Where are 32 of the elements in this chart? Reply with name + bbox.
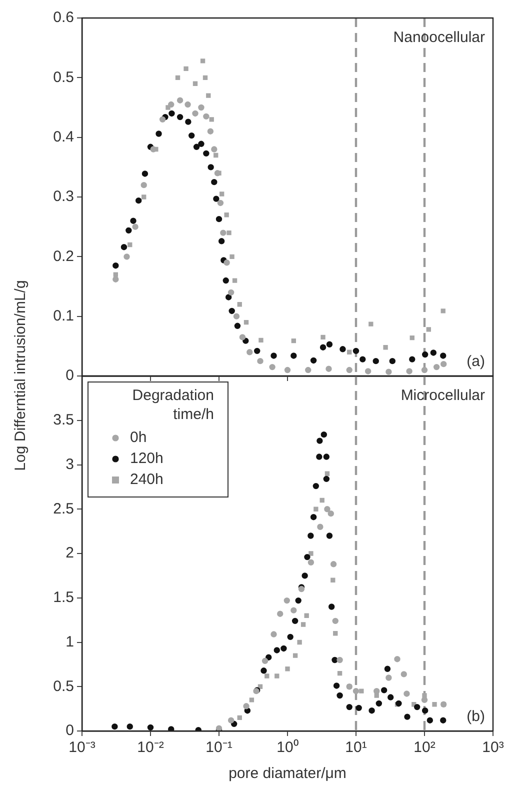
annotation: Nanoocellular [393,29,485,46]
x-tick-label: 10⁻³ [68,739,96,756]
annotation: (a) [466,353,485,370]
y-tick-label: 2 [66,544,74,562]
y-tick-label: 0.3 [53,188,74,206]
annotation: (b) [466,708,485,725]
annotation: Microcellular [400,387,485,404]
y-tick-label: 0.5 [53,68,74,86]
x-tick-label: 10¹ [345,739,367,756]
x-tick-label: 10⁻¹ [206,739,232,756]
y-tick-label: 3 [66,456,74,473]
y-tick-label: 0.4 [53,128,74,146]
y-tick-label: 1.5 [53,589,74,606]
y-tick-label: 0.2 [53,248,74,265]
legend-label: 240h [130,471,164,488]
legend-label: 120h [130,450,164,468]
legend-title: Degradation time/h [132,387,214,424]
y-tick-label: 0.6 [53,9,74,26]
legend-label: 0h [130,429,147,446]
y-axis-title: Log Differntial intrusion/mL/g [11,280,28,470]
x-tick-label: 10⁻² [137,739,164,756]
x-tick-label: 10⁰ [276,739,298,756]
y-tick-label: 0.5 [53,678,74,695]
y-tick-label: 0 [66,367,74,384]
y-tick-label: 2.5 [53,500,74,518]
y-tick-label: 0.1 [53,307,74,324]
y-tick-label: 3.5 [53,412,74,429]
x-tick-label: 10³ [482,739,504,756]
x-axis-title: pore diamater/μm [228,765,346,782]
y-tick-label: 0 [66,722,74,740]
y-tick-label: 1 [66,633,74,650]
x-tick-label: 10² [414,739,436,756]
